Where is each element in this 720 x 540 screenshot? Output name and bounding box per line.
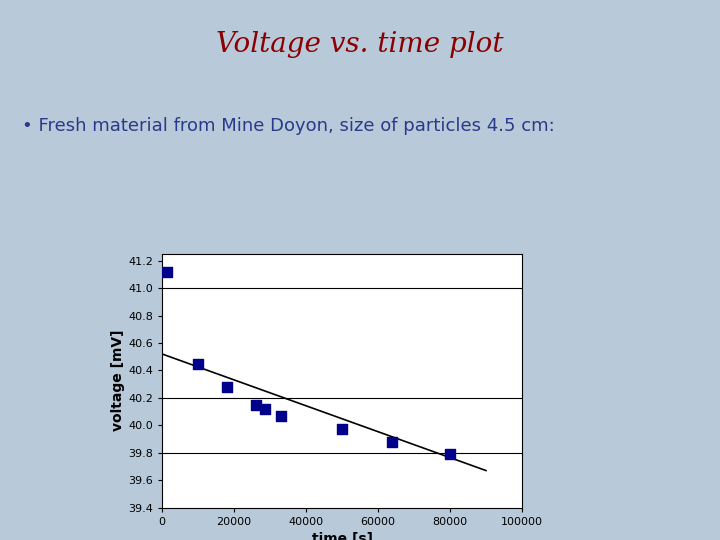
Text: Voltage vs. time plot: Voltage vs. time plot — [216, 31, 504, 58]
Point — [192, 359, 204, 368]
Point — [259, 404, 271, 413]
X-axis label: time [s]: time [s] — [312, 532, 372, 540]
Point — [336, 425, 348, 434]
Point — [444, 450, 456, 458]
Y-axis label: voltage [mV]: voltage [mV] — [112, 330, 125, 431]
Point — [221, 382, 233, 391]
Point — [387, 437, 398, 446]
Point — [161, 267, 174, 276]
Text: • Fresh material from Mine Doyon, size of particles 4.5 cm:: • Fresh material from Mine Doyon, size o… — [22, 117, 554, 134]
Point — [250, 400, 261, 409]
Point — [275, 411, 287, 420]
